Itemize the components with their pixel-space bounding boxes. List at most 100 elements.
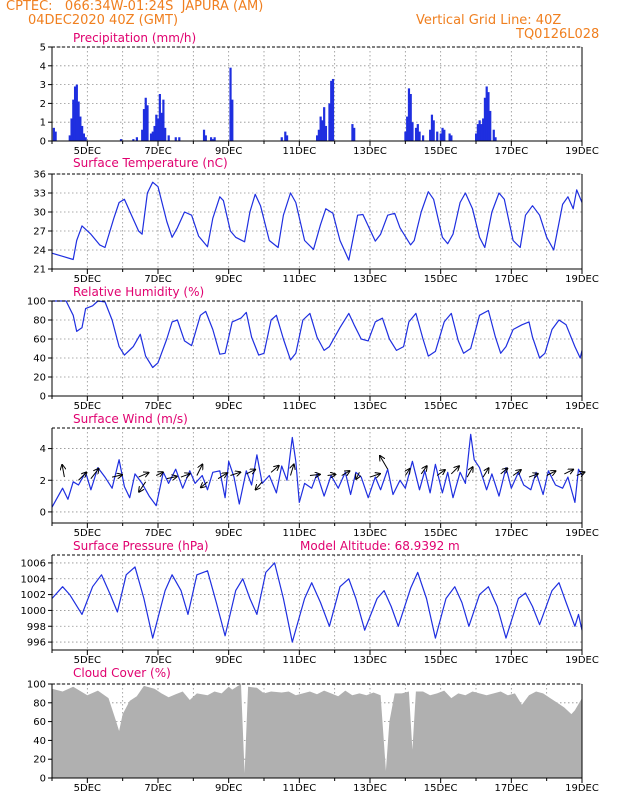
y-tick-label: 36 [33, 170, 46, 181]
precip-bar [75, 84, 78, 141]
precip-panel: 0 1 2 3 4 5 5DEC 7DEC 9DEC 11DEC 13DEC 15DEC 17DEC 19… [40, 31, 599, 157]
wind-vector-arrow [230, 472, 240, 475]
wind-vector-arrow [356, 472, 359, 479]
x-tick-label: 19DEC [565, 401, 599, 412]
precip-bar [443, 129, 446, 141]
precip-bar [331, 78, 335, 141]
precip-bar [404, 131, 407, 141]
precip-bar [319, 116, 322, 141]
precip-bar [450, 135, 453, 141]
vertical-grid-note: Vertical Grid Line: 40Z [416, 13, 562, 28]
y-tick-label: 30 [33, 208, 46, 219]
temp-series-line [51, 181, 583, 261]
x-tick-label: 9DEC [215, 401, 242, 412]
precip-bar [321, 120, 324, 141]
precip-bar [70, 118, 73, 141]
wind-vector-arrow [564, 470, 573, 474]
precip-bar [81, 125, 84, 141]
y-tick-label: 5 [40, 43, 46, 54]
precip-bar [422, 135, 425, 141]
x-tick-label: 15DEC [424, 401, 458, 412]
x-tick-label: 11DEC [282, 401, 316, 412]
x-tick-label: 9DEC [215, 146, 242, 157]
y-tick-label: 100 [27, 680, 46, 691]
y-tick-label: 2 [40, 476, 46, 487]
y-tick-label: 996 [27, 638, 46, 649]
x-tick-label: 11DEC [282, 783, 316, 794]
precip-bar [84, 137, 87, 141]
wind-vector-arrow [90, 469, 99, 479]
wind-title: Surface Wind (m/s) [73, 412, 188, 426]
precip-bar [439, 133, 442, 141]
precip-bar [158, 94, 161, 141]
precip-bar [353, 127, 356, 141]
y-tick-label: 21 [33, 265, 46, 276]
y-tick-label: 80 [33, 698, 46, 709]
precip-bar [54, 131, 57, 141]
precip-bar [164, 127, 167, 141]
y-tick-label: 24 [33, 246, 46, 257]
precip-bar [406, 116, 409, 141]
x-tick-label: 7DEC [144, 528, 171, 539]
station-title: CPTEC: 066:34W-01:24S JAPURA (AM) [6, 0, 264, 14]
x-tick-label: 11DEC [282, 146, 316, 157]
x-tick-label: 13DEC [353, 401, 387, 412]
x-tick-label: 19DEC [565, 146, 599, 157]
cloud-cover-area [52, 684, 582, 778]
precip-bar [483, 97, 487, 141]
precip-bar [144, 97, 147, 141]
precip-bar [204, 135, 207, 141]
precip-bar [476, 124, 479, 141]
y-tick-label: 0 [40, 507, 46, 518]
precip-bar [429, 129, 432, 141]
x-tick-label: 19DEC [565, 783, 599, 794]
wind-vector-arrow [528, 474, 538, 477]
y-tick-label: 100 [27, 297, 46, 308]
x-tick-label: 13DEC [353, 655, 387, 666]
precip-bar [202, 129, 206, 141]
wind-vector-arrow [139, 481, 147, 492]
wind-vector-arrow [405, 469, 409, 476]
rh-panel: 0 20 40 60 80 100 5DEC 7DEC 9DEC 11DEC 13DEC 15DEC 1… [27, 285, 599, 412]
precip-bar [416, 124, 419, 141]
x-tick-label: 9DEC [215, 655, 242, 666]
x-tick-label: 7DEC [144, 274, 171, 285]
x-tick-label: 17DEC [494, 655, 528, 666]
precip-bar [82, 133, 85, 141]
wind-vector-arrow [270, 466, 279, 473]
y-tick-label: 1002 [21, 590, 46, 601]
y-tick-label: 80 [33, 316, 46, 327]
precip-bar [178, 137, 181, 141]
wind-vector-arrow [291, 465, 294, 476]
x-tick-label: 9DEC [215, 783, 242, 794]
precip-bar [231, 99, 234, 141]
x-tick-label: 7DEC [144, 655, 171, 666]
y-tick-label: 998 [27, 622, 46, 633]
precip-bar [478, 120, 481, 141]
wind-vector-arrow [341, 471, 350, 475]
pres-panel: 996 998 1000 1002 1004 1006 5DEC 7DEC 9DEC 11DEC 1… [21, 539, 599, 666]
x-tick-label: 17DEC [494, 528, 528, 539]
precip-bar [284, 131, 287, 141]
wind-vector-arrow [512, 470, 521, 476]
x-tick-label: 17DEC [494, 783, 528, 794]
precip-bar [316, 135, 319, 141]
x-tick-label: 17DEC [494, 274, 528, 285]
wind-series-line [51, 433, 583, 508]
precip-bar [432, 120, 435, 141]
precip-bar [351, 124, 354, 141]
precip-bar [211, 139, 214, 141]
x-tick-label: 19DEC [565, 528, 599, 539]
precip-bar [324, 125, 328, 141]
x-tick-label: 13DEC [353, 146, 387, 157]
wind-vector-arrow [500, 468, 508, 475]
rh-title: Relative Humidity (%) [73, 285, 204, 299]
x-tick-label: 15DEC [424, 274, 458, 285]
precip-bar [436, 131, 439, 141]
precip-bar [328, 103, 331, 141]
wind-vector-arrow [111, 475, 122, 477]
precip-bar [162, 99, 165, 141]
wind-vector-arrow [576, 472, 585, 475]
precip-bar [317, 129, 320, 141]
precip-bar [482, 118, 485, 141]
